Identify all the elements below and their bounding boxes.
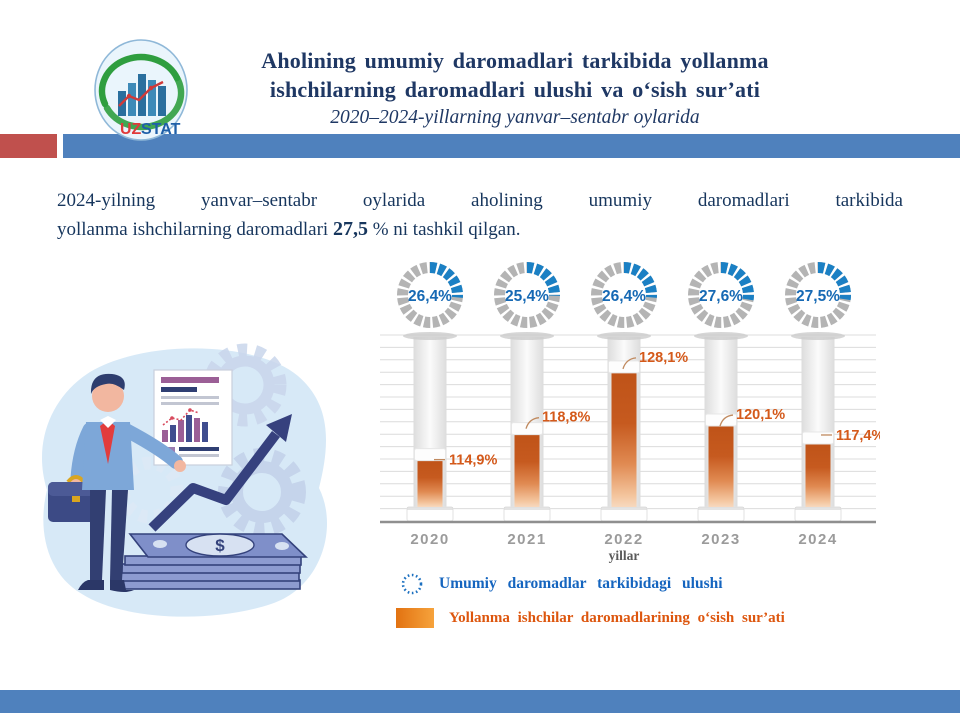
businessman-illustration: $	[41, 343, 328, 617]
donut-2023: 27,6%	[688, 262, 754, 328]
bar-2021: 118,8%	[511, 410, 590, 507]
footer-blue-bar	[0, 690, 960, 713]
donut-value-label: 26,4%	[602, 288, 646, 305]
year-label: 2023	[701, 531, 740, 548]
donut-2020: 26,4%	[397, 262, 463, 328]
donut-value-label: 25,4%	[505, 288, 549, 305]
year-label: 2022	[604, 531, 643, 548]
year-label: 2020	[410, 531, 449, 548]
donut-value-label: 27,5%	[796, 288, 840, 305]
donut-2024: 27,5%	[785, 262, 851, 328]
orange-swatch-icon	[396, 608, 434, 628]
header-blue-bar	[63, 134, 960, 158]
logo-chart-icon: UZ STAT	[94, 39, 188, 141]
growth-chart: 114,9% 118,8% 128,1% 120,1% 117,4% 2020 2…	[380, 252, 884, 570]
intro-line-1: 2024-yilning yanvar–sentabr oylarida aho…	[57, 190, 903, 211]
bar-value-label: 114,9%	[449, 453, 497, 469]
bar-value-label: 117,4%	[836, 428, 880, 444]
bar-2020: 114,9%	[414, 448, 497, 507]
intro-line-2: yollanma ishchilarning daromadlari 27,5 …	[57, 215, 903, 244]
intro-line2-suffix: % ni tashkil qilgan.	[367, 219, 521, 240]
bar-value-label: 118,8%	[542, 410, 590, 426]
intro-line2-prefix: yollanma ishchilarning daromadlari	[57, 219, 333, 240]
mini-bar-chart	[162, 408, 208, 442]
dotted-circle-icon	[401, 573, 423, 595]
title-line-2: ishchilarning daromadlari ulushi va o‘si…	[269, 77, 761, 102]
logo-uz-text: UZ	[120, 121, 142, 138]
legend-growth-label: Yollanma ishchilar daromadlarining o‘sis…	[449, 609, 785, 626]
x-axis-title: yillar	[609, 548, 640, 563]
title-subtitle: 2020–2024-yillarning yanvar–sentabr oyla…	[330, 107, 700, 128]
header-red-accent	[0, 134, 57, 158]
bar-value-label: 120,1%	[736, 407, 785, 423]
year-label: 2024	[798, 531, 837, 548]
bar-2023: 120,1%	[705, 407, 785, 507]
bar-value-label: 128,1%	[639, 350, 688, 366]
money-stack-icon: $	[118, 533, 308, 590]
donut-value-label: 27,6%	[699, 288, 743, 305]
intro-paragraph: 2024-yilning yanvar–sentabr oylarida aho…	[57, 186, 903, 244]
year-label: 2021	[507, 531, 546, 548]
logo-stat-text: STAT	[141, 121, 181, 138]
chart-legend: Umumiy daromadlar tarkibidagi ulushi Yol…	[380, 560, 900, 628]
title-line-1: Aholining umumiy daromadlari tarkibida y…	[261, 48, 769, 73]
legend-item-growth: Yollanma ishchilar daromadlarining o‘sis…	[380, 608, 900, 628]
bar-2022: 128,1%	[608, 350, 688, 507]
bar-2024: 117,4%	[802, 428, 884, 507]
bar-plot: 114,9% 118,8% 128,1% 120,1% 117,4% 2020 2…	[380, 262, 884, 563]
businessman-figure	[48, 373, 186, 592]
donut-value-label: 26,4%	[408, 288, 452, 305]
page-title: Aholining umumiy daromadlari tarkibida y…	[170, 46, 860, 131]
intro-highlight: 27,5	[332, 218, 368, 240]
dollar-sign: $	[215, 536, 225, 555]
donut-2022: 26,4%	[591, 262, 657, 328]
legend-item-share: Umumiy daromadlar tarkibidagi ulushi	[380, 572, 900, 596]
uzstat-logo: UZ STAT	[93, 38, 189, 146]
legend-share-label: Umumiy daromadlar tarkibidagi ulushi	[439, 575, 723, 592]
growth-arrow-icon	[148, 414, 292, 532]
donut-2021: 25,4%	[494, 262, 560, 328]
